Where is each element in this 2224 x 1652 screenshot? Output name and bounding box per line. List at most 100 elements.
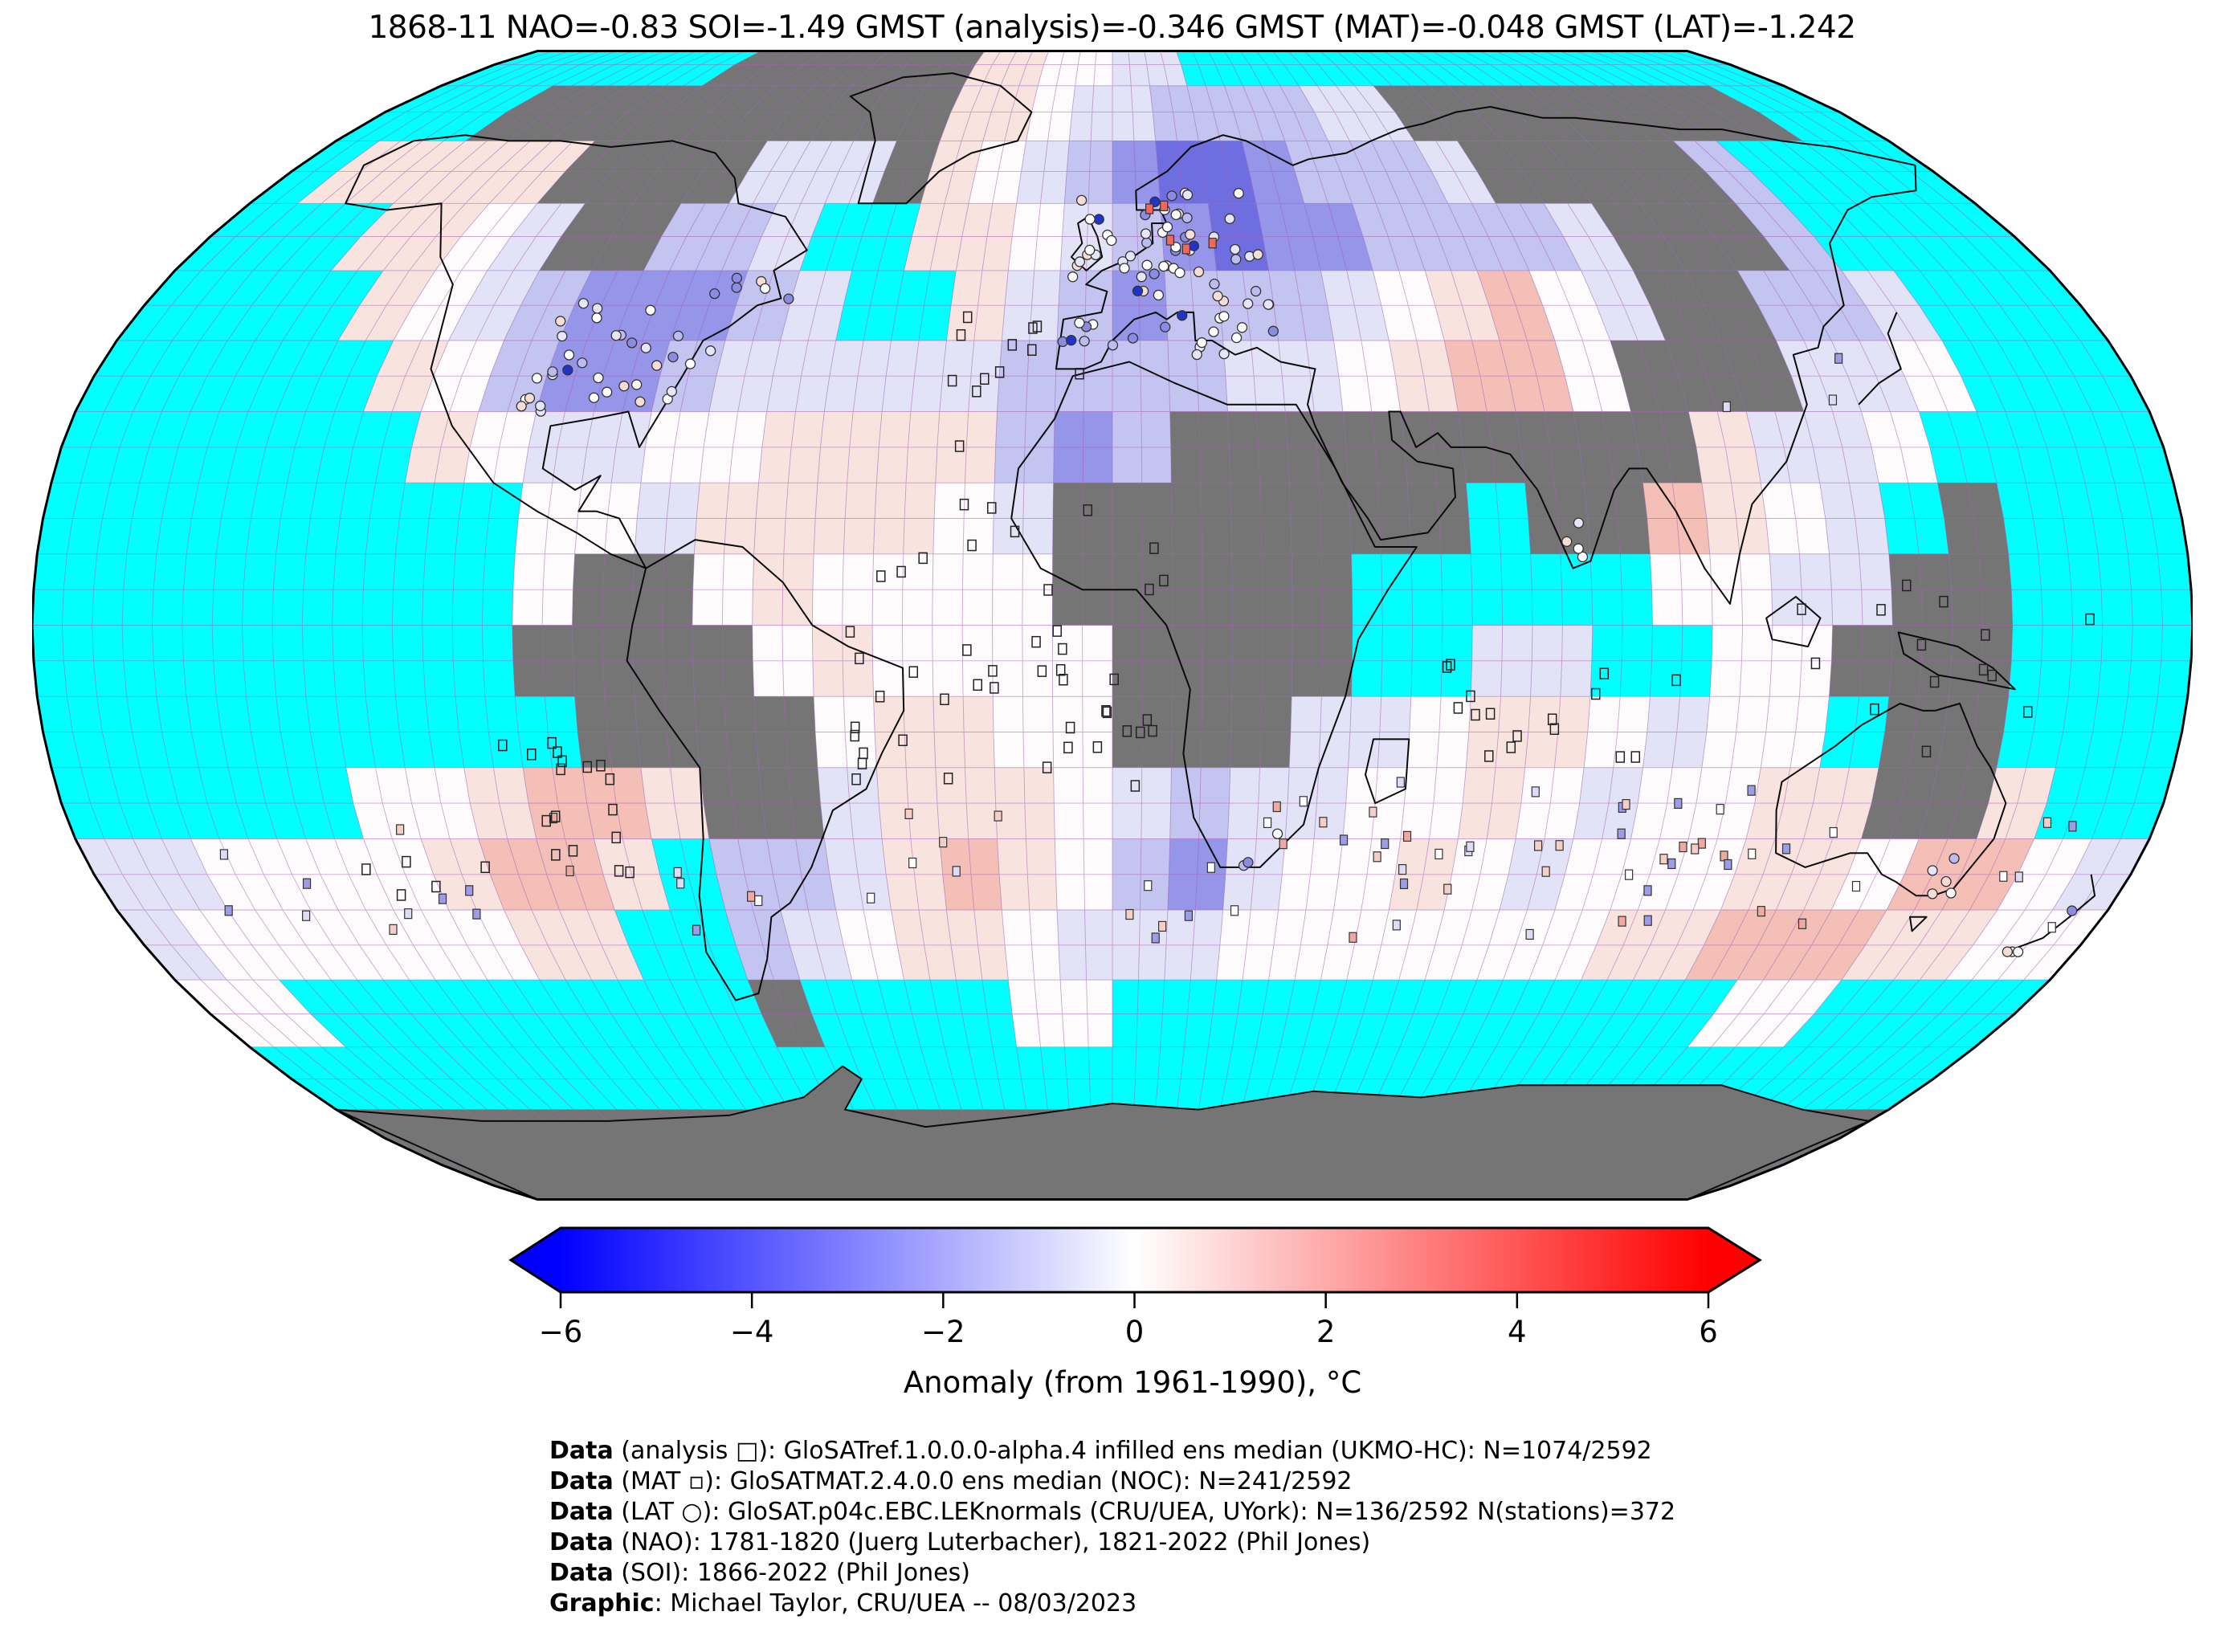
lat-station-circle [557,330,568,342]
analysis-cell-square [1083,504,1093,516]
analysis-cell-square [1037,665,1047,677]
mat-cell-square [1396,777,1405,788]
mat-cell-square [1618,916,1626,927]
coast-north-america [345,134,808,569]
mat-cell-square [1206,862,1215,873]
lat-station-circle [531,373,543,384]
mat-cell-square [867,892,875,904]
lat-station-circle [1193,266,1205,278]
mat-cell-square [1999,871,2008,882]
lat-station-circle [1141,237,1153,248]
analysis-cell-square [611,831,621,844]
mat-cell-square [676,878,685,889]
lat-station-circle [1252,249,1263,260]
lat-station-circle [1250,285,1262,297]
credit-line-text: (SOI): 1866-2022 (Phil Jones) [613,1559,970,1587]
mat-cell-square [1466,841,1475,852]
mat-cell-square [302,878,312,889]
mat-cell-square [673,867,682,879]
map-boundary-outline [32,50,2193,1201]
lat-station-circle [1185,229,1196,240]
credit-line-prefix: Data [549,1467,614,1495]
lat-station-circle [1119,263,1130,274]
analysis-cell-square [2022,706,2033,718]
lat-station-circle [1233,188,1244,199]
analysis-cell-square [1148,724,1157,737]
analysis-cell-square [553,746,562,758]
analysis-cell-square [1671,674,1681,687]
mat-cell-square [1369,806,1377,818]
analysis-cell-square [1630,751,1641,763]
lat-station-circle [666,385,677,398]
lat-station-circle [1181,212,1193,223]
analysis-cell-square [557,755,567,768]
credit-line-text: (analysis □): GloSATref.1.0.0.0-alpha.4 … [613,1437,1652,1465]
mat-cell-square [1339,834,1349,846]
analysis-cell-square [940,693,949,706]
analysis-cell-square [605,773,615,785]
colorbar-tick-label: 2 [1316,1315,1336,1349]
colorbar-tick-label: 4 [1508,1315,1527,1349]
lat-station-circle [731,282,742,293]
mat-cell-square [465,885,474,896]
analysis-cell-square [1599,667,1610,679]
analysis-cell-square [1027,344,1037,357]
analysis-cell-square [526,748,537,761]
lat-station-circle [1174,267,1185,279]
lat-station-circle [1263,299,1274,310]
mat-cell-square [1534,840,1543,851]
lat-station-circle [1927,865,1938,876]
analysis-cell-square [1063,741,1073,754]
analysis-cell-square [1010,525,1020,538]
credit-line-4: Data (NAO): 1781-1820 (Juerg Luterbacher… [549,1528,1675,1558]
mat-cell-square [1398,863,1407,875]
figure-title: 1868-11 NAO=-0.83 SOI=-1.49 GMST (analys… [368,10,1856,46]
credit-line-3: Data (LAT ○): GloSAT.p04c.EBC.LEKnormals… [549,1497,1675,1528]
lat-station-circle [672,330,684,341]
analysis-cell-square [1075,367,1084,380]
coast-south-america [626,539,905,1001]
lat-station-circle [704,345,716,357]
analysis-cell-square [1876,604,1886,616]
lat-station-circle [1218,348,1230,360]
lat-station-circle [1106,235,1117,247]
analysis-cell-square [596,760,606,772]
mat-cell-square [1781,843,1791,855]
analysis-cell-square [845,626,855,638]
lat-station-circle [1230,332,1243,344]
mat-cell-square [1145,203,1154,214]
lat-station-circle [555,316,566,327]
mat-cell-square [1691,843,1700,855]
credit-line-1: Data (analysis □): GloSATref.1.0.0.0-alp… [549,1436,1675,1466]
coast-madagascar [1365,738,1410,805]
credit-line-text: : Michael Taylor, CRU/UEA -- 08/03/2023 [654,1589,1137,1617]
analysis-cell-square [851,773,861,785]
analysis-cell-square [1031,635,1041,648]
mat-cell-square [2047,922,2056,933]
colorbar-tick-label: 6 [1699,1315,1718,1349]
coast-british-isles [1070,215,1104,271]
credit-line-text: (MAT ▫): GloSATMAT.2.4.0.0 ens median (N… [613,1467,1353,1495]
lat-station-circle [1166,190,1177,202]
mat-cell-square [1716,804,1724,815]
analysis-cell-square [361,863,371,875]
mat-cell-square [908,857,917,869]
lat-station-circle [1140,228,1152,239]
analysis-cell-square [994,366,1005,378]
lat-station-circle [2067,905,2078,916]
anomaly-cells [75,51,2150,1200]
credit-line-prefix: Data [549,1437,614,1465]
lat-station-circle [1949,853,1960,864]
analysis-cell-square [1929,675,1940,688]
analysis-cell-square [1032,320,1043,332]
mat-cell-square [1381,838,1389,850]
mat-cell-square [1299,796,1308,807]
coast-borneo [1765,596,1822,648]
lat-station-circle [1271,828,1283,839]
analysis-cell-square [1007,339,1018,351]
analysis-cell-square [431,880,441,893]
lat-station-circle [1188,240,1200,251]
lat-station-circle [1153,289,1165,301]
analysis-cell-square [855,652,864,665]
lat-station-circle [1243,857,1254,868]
